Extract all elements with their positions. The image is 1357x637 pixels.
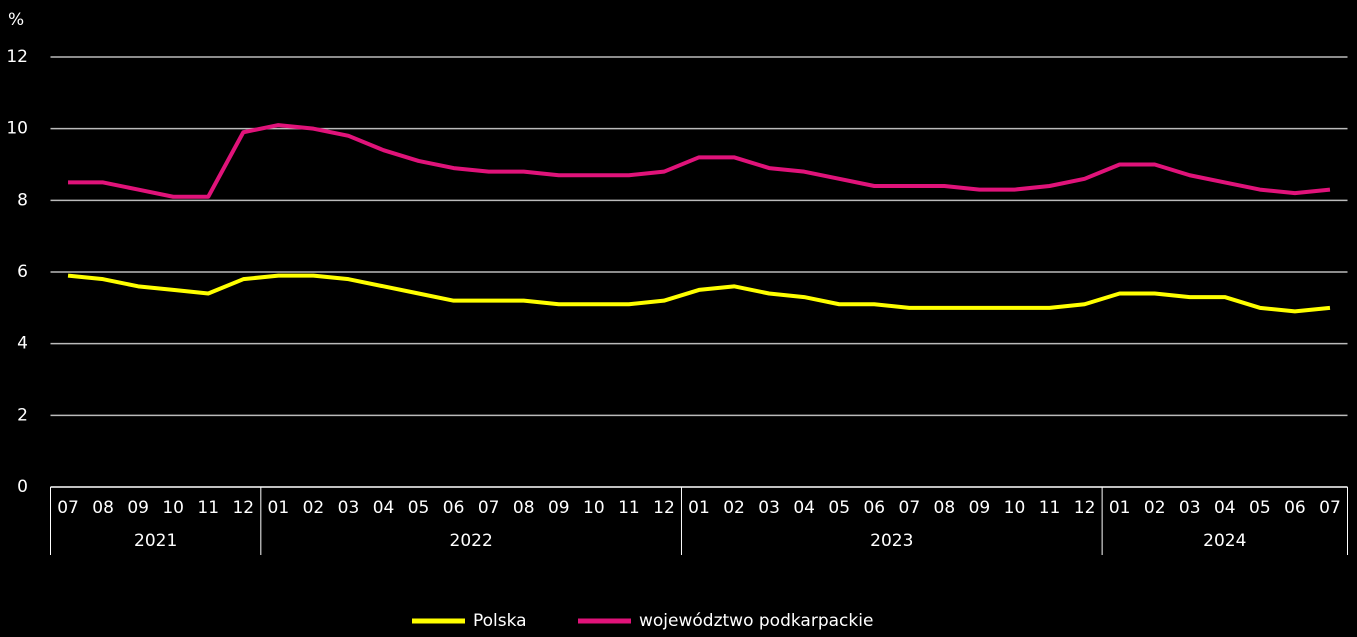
y-tick-label: 2 (17, 405, 28, 425)
x-tick-label: 11 (197, 498, 219, 518)
y-tick-label: 6 (17, 262, 28, 282)
x-tick-label: 10 (162, 498, 184, 518)
x-tick-label: 06 (443, 498, 465, 518)
x-tick-label: 08 (92, 498, 114, 518)
x-tick-label: 04 (373, 498, 395, 518)
legend-label: województwo podkarpackie (639, 611, 873, 631)
x-tick-label: 05 (828, 498, 850, 518)
x-tick-label: 11 (618, 498, 640, 518)
x-tick-label: 02 (303, 498, 325, 518)
y-tick-label: 0 (17, 477, 28, 497)
x-group-label: 2023 (870, 531, 913, 551)
x-tick-label: 07 (1319, 498, 1341, 518)
x-tick-label: 08 (934, 498, 956, 518)
y-tick-label: 10 (6, 119, 28, 139)
x-tick-label: 06 (1284, 498, 1306, 518)
x-tick-label: 03 (758, 498, 780, 518)
y-tick-label: 12 (6, 47, 28, 67)
x-tick-label: 06 (863, 498, 885, 518)
x-tick-label: 01 (268, 498, 290, 518)
x-tick-label: 02 (1144, 498, 1166, 518)
x-tick-label: 07 (57, 498, 79, 518)
x-tick-label: 05 (408, 498, 430, 518)
series-line (68, 123, 1331, 199)
x-tick-label: 04 (1214, 498, 1236, 518)
x-tick-label: 03 (1179, 498, 1201, 518)
x-tick-label: 12 (1074, 498, 1096, 518)
x-tick-label: 05 (1249, 498, 1271, 518)
x-tick-label: 01 (688, 498, 710, 518)
x-tick-label: 01 (1109, 498, 1131, 518)
x-tick-label: 08 (513, 498, 535, 518)
x-tick-label: 09 (548, 498, 570, 518)
series-line (67, 273, 1331, 314)
x-tick-label: 10 (583, 498, 605, 518)
x-tick-label: 07 (899, 498, 921, 518)
x-tick-label: 04 (793, 498, 815, 518)
y-tick-label: 8 (17, 190, 28, 210)
x-tick-label: 02 (723, 498, 745, 518)
x-group-label: 2024 (1203, 531, 1246, 551)
x-tick-label: 12 (653, 498, 675, 518)
x-tick-label: 11 (1039, 498, 1061, 518)
x-tick-label: 07 (478, 498, 500, 518)
x-tick-label: 09 (127, 498, 149, 518)
x-tick-label: 09 (969, 498, 991, 518)
x-group-label: 2021 (134, 531, 177, 551)
x-group-label: 2022 (450, 531, 493, 551)
y-tick-label: 4 (17, 334, 28, 354)
legend-label: Polska (473, 611, 527, 631)
x-tick-label: 03 (338, 498, 360, 518)
x-tick-label: 10 (1004, 498, 1026, 518)
x-tick-label: 12 (232, 498, 254, 518)
y-axis-label: % (8, 10, 24, 30)
